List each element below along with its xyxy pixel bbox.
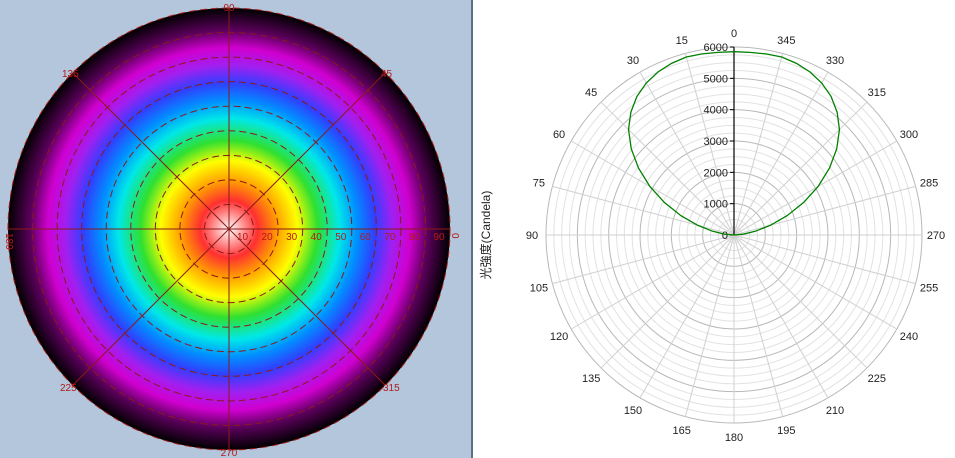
heatmap-radial-label: 50	[335, 232, 347, 243]
polar-spoke	[733, 140, 898, 236]
polar-angle-label: 15	[676, 35, 688, 47]
polar-spoke	[570, 140, 735, 236]
polar-spoke	[639, 234, 735, 399]
polar-angle-label: 180	[725, 432, 743, 444]
polar-radial-tick-label: 4000	[704, 105, 728, 117]
polar-radial-tick-label: 1000	[704, 199, 728, 211]
heatmap-angle-label: 315	[383, 383, 400, 394]
polar-spoke	[600, 101, 735, 236]
polar-angle-label: 255	[920, 282, 938, 294]
polar-spoke	[733, 185, 916, 236]
polar-spoke	[733, 234, 784, 417]
intensity-polar-chart-panel: 0 15 30 45 60 75 90 105 120 135 150 165 180 195 210 225…	[473, 0, 955, 458]
heatmap-radial-label: 30	[286, 232, 298, 243]
polar-radial-tick-label: 3000	[704, 136, 728, 148]
polar-spoke	[733, 234, 916, 285]
polar-angle-label: 60	[553, 129, 565, 141]
heatmap-spoke	[72, 228, 230, 386]
polar-spoke	[733, 71, 829, 236]
polar-angle-label: 285	[920, 178, 938, 190]
heatmap-radial-label: 60	[360, 232, 372, 243]
polar-spoke	[733, 234, 829, 399]
polar-radial-tick-label: 2000	[704, 167, 728, 179]
intensity-polar-chart: 0 15 30 45 60 75 90 105 120 135 150 165 180 195 210 225…	[478, 28, 945, 444]
heatmap-angle-label: 225	[60, 383, 77, 394]
heatmap-angle-label: 135	[62, 69, 79, 80]
polar-angle-label: 345	[777, 35, 795, 47]
polar-spoke	[733, 234, 898, 330]
polar-spoke	[570, 234, 735, 330]
polar-angle-label: 270	[927, 230, 945, 242]
heatmap-radial-label: 20	[262, 232, 274, 243]
polar-angle-label: 195	[777, 425, 795, 437]
polar-angle-label: 90	[526, 230, 538, 242]
polar-radial-tick-label: 5000	[704, 73, 728, 85]
polar-spoke	[639, 71, 735, 236]
luminance-polar-heatmap-panel: 0 45 90 135 180 225 270 315 10 20 30 40 50 60 70 80 90	[0, 0, 471, 458]
polar-angle-label: 150	[624, 405, 642, 417]
polar-angle-label: 225	[868, 373, 886, 385]
polar-angle-label: 45	[585, 87, 597, 99]
polar-angle-label: 315	[868, 87, 886, 99]
heatmap-angle-label: 180	[3, 233, 14, 250]
polar-angle-label: 330	[826, 55, 844, 67]
polar-spoke	[684, 234, 735, 417]
heatmap-spoke	[72, 72, 230, 230]
polar-spoke	[733, 234, 868, 369]
heatmap-radial-label: 40	[311, 232, 323, 243]
polar-spoke	[684, 53, 735, 236]
heatmap-angle-label: 0	[449, 233, 460, 239]
heatmap-spoke	[228, 228, 386, 386]
polar-spoke	[552, 234, 735, 285]
heatmap-angle-label: 90	[223, 3, 235, 14]
polar-spoke	[552, 185, 735, 236]
polar-radial-tick-label: 6000	[704, 42, 728, 54]
polar-angle-label: 75	[533, 178, 545, 190]
heatmap-radial-label: 90	[433, 232, 445, 243]
heatmap-spoke	[228, 72, 386, 230]
heatmap-angle-label: 270	[221, 448, 238, 458]
polar-spoke	[733, 101, 868, 236]
luminance-polar-heatmap: 0 45 90 135 180 225 270 315 10 20 30 40 50 60 70 80 90	[3, 3, 460, 458]
heatmap-angle-label: 45	[381, 69, 393, 80]
heatmap-radial-label: 70	[384, 232, 396, 243]
polar-radial-tick-label: 0	[722, 230, 728, 242]
panel-divider	[471, 0, 473, 458]
polar-series-line	[627, 51, 841, 236]
polar-angle-label: 0	[731, 28, 737, 40]
polar-spoke	[600, 234, 735, 369]
polar-angle-label: 105	[530, 282, 548, 294]
heatmap-radial-label: 10	[237, 232, 249, 243]
polar-angle-label: 240	[900, 331, 918, 343]
polar-angle-label: 30	[627, 55, 639, 67]
polar-ylabel: 光強度(Candela)	[478, 191, 493, 280]
polar-spoke	[733, 53, 784, 236]
polar-angle-label: 300	[900, 129, 918, 141]
polar-angle-label: 165	[673, 425, 691, 437]
polar-angle-label: 120	[550, 331, 568, 343]
polar-angle-label: 135	[582, 373, 600, 385]
heatmap-radial-label: 80	[409, 232, 421, 243]
polar-angle-label: 210	[826, 405, 844, 417]
